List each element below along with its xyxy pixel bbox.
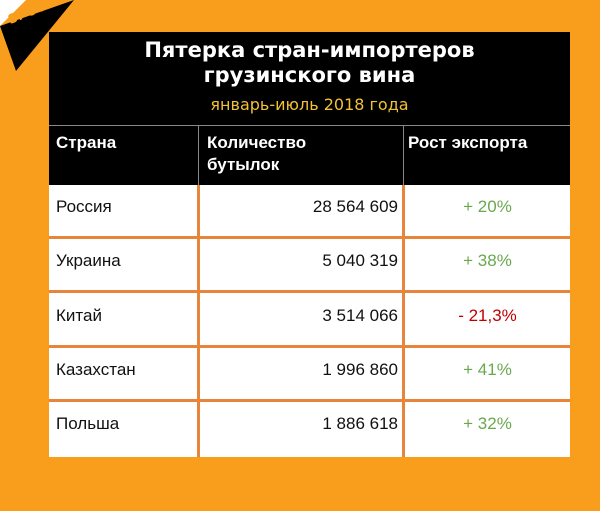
period-subtitle: январь-июль 2018 года: [210, 95, 409, 114]
table-row: Украина 5 040 319 + 38%: [49, 239, 570, 293]
row-divider: [49, 290, 570, 293]
bottles-cell: 1 886 618: [322, 414, 398, 433]
bottles-cell: 1 996 860: [322, 360, 398, 379]
country-cell: Украина: [56, 251, 121, 270]
column-divider: [197, 185, 200, 457]
growth-cell: + 38%: [463, 251, 512, 270]
column-divider: [402, 185, 405, 457]
page-title: Пятерка стран-импортеров грузинского вин…: [49, 38, 570, 88]
bottles-cell: 3 514 066: [322, 306, 398, 325]
column-header-growth: Рост экспорта: [408, 133, 528, 152]
header-divider: [403, 126, 404, 186]
table-row: Казахстан 1 996 860 + 41%: [49, 348, 570, 402]
growth-cell: + 41%: [463, 360, 512, 379]
column-header-bottles-line-2: бутылок: [207, 155, 280, 174]
growth-cell: + 20%: [463, 197, 512, 216]
infographic-card: Пятерка стран-импортеров грузинского вин…: [49, 32, 570, 457]
country-cell: Россия: [56, 197, 112, 216]
column-header-bottles: Количество бутылок: [206, 126, 396, 186]
table-row: Польша 1 886 618 + 32%: [49, 402, 570, 456]
bottles-cell: 28 564 609: [312, 197, 398, 216]
table-body: Россия 28 564 609 + 20% Украина 5 040 31…: [49, 185, 570, 457]
country-cell: Польша: [56, 414, 120, 433]
country-cell: Китай: [56, 306, 102, 325]
header-divider: [198, 126, 199, 186]
logo-triangle-icon: [0, 0, 74, 71]
column-header-bottles-line-1: Количество: [207, 133, 307, 152]
growth-cell: + 32%: [463, 414, 512, 433]
country-cell: Казахстан: [56, 360, 136, 379]
row-divider: [49, 236, 570, 239]
title-line-2: грузинского вина: [203, 63, 416, 87]
growth-cell: - 21,3%: [458, 306, 517, 325]
title-line-1: Пятерка стран-импортеров: [144, 38, 475, 62]
bottles-cell: 5 040 319: [322, 251, 398, 270]
table-row: Китай 3 514 066 - 21,3%: [49, 294, 570, 348]
sputnik-logo: SPUTNIK: [0, 0, 80, 75]
table-row: Россия 28 564 609 + 20%: [49, 185, 570, 239]
row-divider: [49, 345, 570, 348]
row-divider: [49, 399, 570, 402]
column-header-country: Страна: [56, 133, 117, 152]
table-header: Страна Количество бутылок Рост экспорта: [49, 125, 570, 186]
title-block: Пятерка стран-импортеров грузинского вин…: [49, 32, 570, 125]
